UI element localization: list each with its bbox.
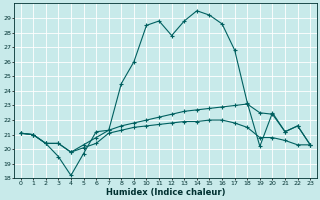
X-axis label: Humidex (Indice chaleur): Humidex (Indice chaleur) [106, 188, 225, 197]
